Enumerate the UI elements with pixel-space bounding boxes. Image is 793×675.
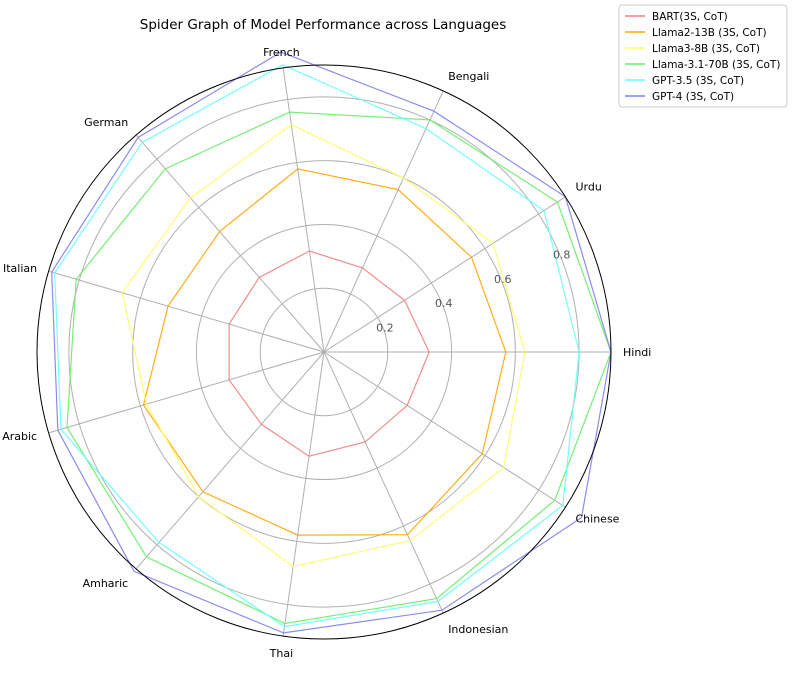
series-line-1 [228,250,430,457]
legend-label-4: Llama-3.1-70B (3S, CoT) [652,59,780,71]
outer-boundary-circle [36,64,612,640]
legend: BART(3S, CoT) Llama2-13B (3S, CoT) Llama3-… [618,4,788,108]
legend-label-5: GPT-3.5 (3S, CoT) [652,75,744,87]
r-tick-label-1: 0.2 [376,322,394,335]
category-label-italian: Italian [3,262,37,275]
legend-box [618,4,788,108]
category-label-hindi: Hindi [623,346,651,359]
series-line-5 [54,64,580,628]
series-line-6 [51,51,612,634]
series-line-2 [142,168,507,536]
spoke-amharic [135,351,325,570]
category-label-chinese: Chinese [576,513,620,526]
legend-label-6: GPT-4 (3S, CoT) [652,91,734,103]
series-line-4 [66,111,612,625]
category-labels: Hindi Urdu Bengali French German Italian Arabi… [2,46,651,660]
spoke-german [135,134,325,353]
category-label-french: French [263,46,300,59]
angular-spokes [48,67,611,637]
spoke-chinese [323,351,566,508]
spoke-indonesian [323,351,444,614]
radial-tick-labels: 0.2 0.4 0.6 0.8 [376,248,570,334]
r-tick-label-3: 0.6 [494,273,512,286]
category-label-amharic: Amharic [83,577,129,590]
spoke-italian [48,270,325,353]
category-label-thai: Thai [269,647,294,660]
legend-label-1: BART(3S, CoT) [652,11,728,23]
category-label-indonesian: Indonesian [448,623,508,636]
chart-title: Spider Graph of Model Performance across… [140,17,507,33]
r-tick-label-2: 0.4 [435,297,453,310]
category-label-bengali: Bengali [448,70,489,83]
series-polygons [51,51,612,634]
spoke-arabic [48,351,325,434]
category-label-urdu: Urdu [576,180,602,193]
spoke-urdu [323,196,566,353]
category-label-german: German [84,116,128,129]
spoke-bengali [323,90,444,353]
r-tick-label-4: 0.8 [553,248,571,261]
legend-label-3: Llama3-8B (3S, CoT) [652,43,760,55]
spoke-french [282,67,325,353]
series-line-3 [121,124,526,568]
legend-label-2: Llama2-13B (3S, CoT) [652,27,767,39]
category-label-arabic: Arabic [2,430,37,443]
spoke-thai [282,351,325,637]
